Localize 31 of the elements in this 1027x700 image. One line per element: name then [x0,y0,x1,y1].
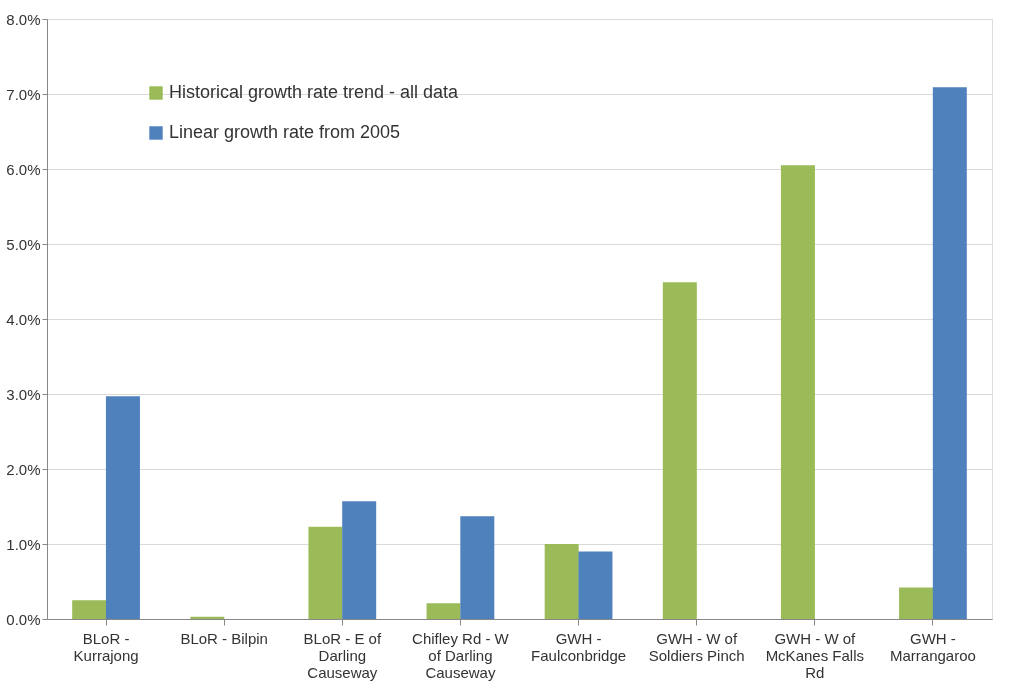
y-tick-label: 4.0% [6,310,41,328]
bar [932,87,967,619]
bar [899,587,934,619]
y-tick-label: 5.0% [6,235,41,253]
y-tick-label: 1.0% [6,535,41,553]
y-tick-label: 7.0% [6,85,41,103]
y-tick-label: 0.0% [6,610,41,628]
legend-label: Linear growth rate from 2005 [169,122,401,142]
bar [308,526,343,619]
x-tick-label: GWH - Faulconbridge [531,629,627,664]
bar [578,551,613,619]
y-tick-label: 3.0% [6,385,41,403]
x-tick-label: GWH - W of Soldiers Pinch [648,629,745,664]
y-tick-label: 8.0% [6,10,41,28]
bar [460,516,495,619]
x-tick-label: GWH - W of McKanes Falls Rd [765,629,864,681]
bar [342,501,377,619]
x-tick-label: GWH - Marrangaroo [889,629,976,664]
bar [426,603,461,619]
x-tick-label: BLoR - Kurrajong [73,629,139,664]
bar [105,396,140,619]
y-tick-label: 6.0% [6,160,41,178]
bar [72,600,107,619]
x-tick-label: Chifley Rd - W of Darling Causeway [412,629,510,681]
bar [662,282,697,619]
y-tick-label: 2.0% [6,460,41,478]
bar [544,544,579,619]
bar [780,165,815,619]
x-tick-label: BLoR - E of Darling Causeway [303,629,382,681]
legend-label: Historical growth rate trend - all data [169,82,460,102]
x-tick-label: BLoR - Bilpin [180,629,268,647]
